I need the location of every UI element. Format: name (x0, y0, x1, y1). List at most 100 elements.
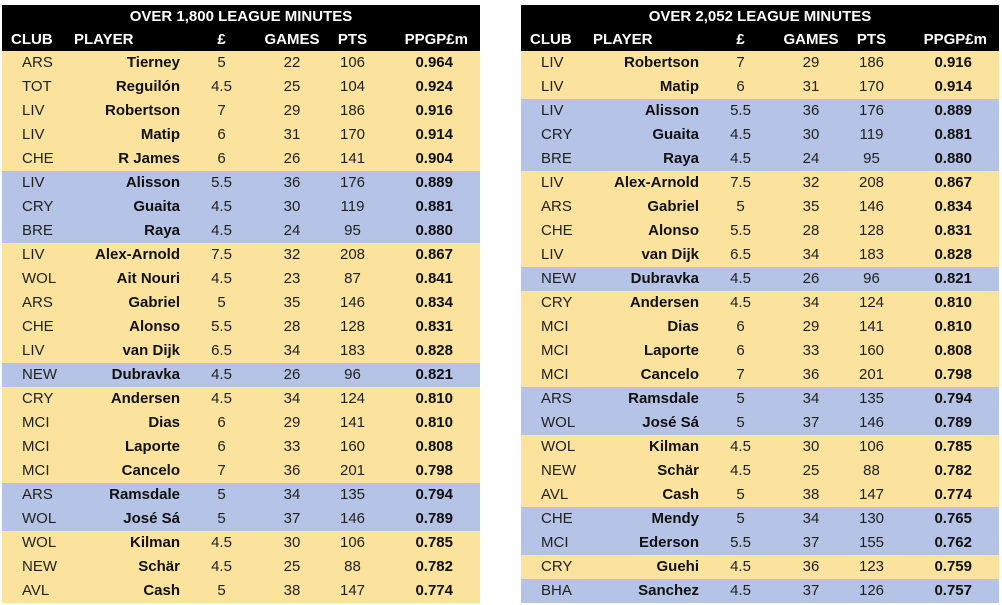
cell-ppgpm: 0.889 (380, 171, 480, 195)
cell-pts: 208 (325, 243, 380, 267)
cell-pts: 201 (325, 459, 380, 483)
cell-price: 5 (184, 51, 259, 75)
cell-player: Laporte (70, 435, 184, 459)
cell-player: Ederson (589, 531, 703, 555)
cell-ppgpm: 0.834 (899, 195, 999, 219)
cell-pts: 104 (325, 75, 380, 99)
cell-club: WOL (2, 507, 70, 531)
cell-pts: 88 (325, 555, 380, 579)
cell-player: Gabriel (589, 195, 703, 219)
table-row: ARS Ramsdale 5 34 135 0.794 (2, 483, 480, 507)
cell-price: 6 (184, 123, 259, 147)
cell-pts: 147 (325, 579, 380, 603)
cell-price: 5 (184, 579, 259, 603)
cell-games: 25 (778, 459, 844, 483)
cell-player: Alisson (589, 99, 703, 123)
cell-pts: 106 (844, 435, 899, 459)
cell-games: 36 (778, 363, 844, 387)
cell-games: 35 (778, 195, 844, 219)
cell-ppgpm: 0.828 (380, 339, 480, 363)
cell-price: 5 (184, 507, 259, 531)
cell-pts: 135 (844, 387, 899, 411)
cell-club: MCI (521, 339, 589, 363)
cell-games: 37 (778, 411, 844, 435)
cell-price: 6 (703, 339, 778, 363)
cell-pts: 160 (325, 435, 380, 459)
cell-games: 25 (259, 555, 325, 579)
cell-price: 5.5 (184, 171, 259, 195)
table-row: MCI Ederson 5.5 37 155 0.762 (521, 531, 999, 555)
cell-club: BRE (2, 219, 70, 243)
cell-club: MCI (521, 315, 589, 339)
cell-club: LIV (521, 51, 589, 75)
cell-price: 4.5 (184, 195, 259, 219)
cell-ppgpm: 0.810 (899, 291, 999, 315)
cell-player: Dubravka (589, 267, 703, 291)
table-row: AVL Cash 5 38 147 0.774 (521, 483, 999, 507)
cell-pts: 146 (844, 411, 899, 435)
column-header-price: £ (703, 28, 778, 51)
cell-player: R James (70, 147, 184, 171)
cell-games: 29 (778, 51, 844, 75)
cell-games: 29 (259, 411, 325, 435)
cell-price: 4.5 (184, 387, 259, 411)
cell-player: Sanchez (589, 579, 703, 603)
cell-player: van Dijk (589, 243, 703, 267)
cell-pts: 147 (844, 483, 899, 507)
cell-ppgpm: 0.916 (899, 51, 999, 75)
cell-ppgpm: 0.904 (380, 147, 480, 171)
cell-player: Alisson (70, 171, 184, 195)
cell-games: 26 (259, 147, 325, 171)
cell-games: 37 (778, 531, 844, 555)
cell-price: 4.5 (703, 291, 778, 315)
cell-club: MCI (2, 459, 70, 483)
cell-price: 4.5 (703, 459, 778, 483)
cell-club: CRY (2, 387, 70, 411)
cell-player: Gabriel (70, 291, 184, 315)
cell-ppgpm: 0.889 (899, 99, 999, 123)
cell-club: CHE (521, 219, 589, 243)
table-row: MCI Cancelo 7 36 201 0.798 (521, 363, 999, 387)
cell-price: 6.5 (703, 243, 778, 267)
cell-pts: 141 (325, 147, 380, 171)
cell-price: 4.5 (703, 147, 778, 171)
column-header-games: GAMES (259, 28, 325, 51)
cell-club: CRY (521, 555, 589, 579)
cell-games: 26 (259, 363, 325, 387)
cell-club: NEW (2, 555, 70, 579)
cell-club: LIV (521, 243, 589, 267)
cell-ppgpm: 0.762 (899, 531, 999, 555)
cell-price: 6 (184, 147, 259, 171)
cell-games: 30 (259, 531, 325, 555)
cell-ppgpm: 0.774 (380, 579, 480, 603)
cell-ppgpm: 0.782 (899, 459, 999, 483)
cell-price: 7 (184, 459, 259, 483)
cell-price: 5 (184, 291, 259, 315)
cell-pts: 106 (325, 51, 380, 75)
cell-ppgpm: 0.867 (899, 171, 999, 195)
cell-games: 30 (778, 123, 844, 147)
cell-ppgpm: 0.794 (380, 483, 480, 507)
cell-price: 4.5 (184, 219, 259, 243)
cell-price: 5.5 (703, 531, 778, 555)
cell-price: 4.5 (703, 555, 778, 579)
cell-games: 25 (259, 75, 325, 99)
cell-price: 5 (703, 195, 778, 219)
cell-price: 6 (703, 75, 778, 99)
cell-pts: 155 (844, 531, 899, 555)
column-header-games: GAMES (778, 28, 844, 51)
cell-pts: 141 (844, 315, 899, 339)
cell-pts: 170 (325, 123, 380, 147)
cell-ppgpm: 0.821 (380, 363, 480, 387)
cell-player: Mendy (589, 507, 703, 531)
cell-pts: 106 (325, 531, 380, 555)
cell-club: TOT (2, 75, 70, 99)
cell-player: Cancelo (589, 363, 703, 387)
cell-pts: 176 (325, 171, 380, 195)
cell-club: LIV (2, 123, 70, 147)
cell-price: 7 (184, 99, 259, 123)
table-row: LIV Robertson 7 29 186 0.916 (2, 99, 480, 123)
cell-ppgpm: 0.821 (899, 267, 999, 291)
cell-player: Ait Nouri (70, 267, 184, 291)
cell-ppgpm: 0.828 (899, 243, 999, 267)
